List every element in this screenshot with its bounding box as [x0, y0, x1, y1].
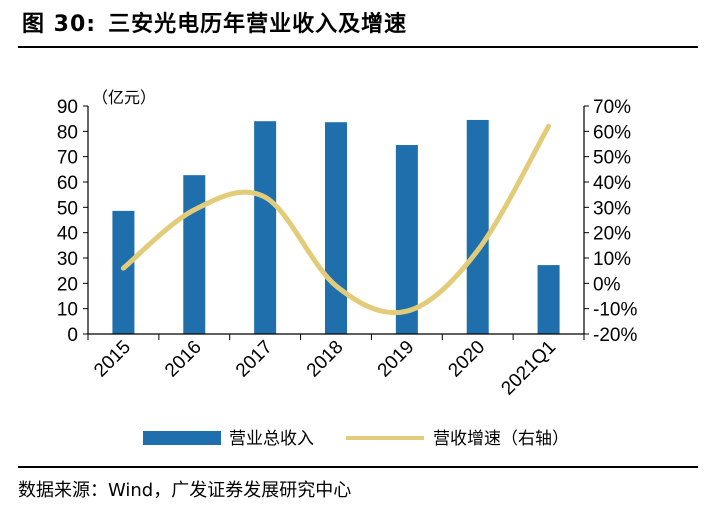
- legend-label-growth: 营收增速（右轴）: [433, 429, 569, 449]
- x-tick-label: 2015: [90, 337, 135, 382]
- y-right-tick-label: 40%: [593, 173, 631, 194]
- revenue-bar: [466, 119, 489, 334]
- y-left-tick-label: 90: [57, 97, 78, 118]
- figure-number: 图 30:: [22, 12, 97, 37]
- y-right-tick-label: 30%: [593, 198, 631, 219]
- y-right-tick-label: 20%: [593, 224, 631, 245]
- y-right-tick-label: 0%: [593, 274, 621, 295]
- revenue-bar: [395, 145, 418, 334]
- y-left-tick-label: 0: [67, 325, 78, 346]
- y-left-tick-label: 50: [57, 198, 78, 219]
- y-left-tick-label: 20: [57, 274, 78, 295]
- y-right-tick-label: 60%: [593, 122, 631, 143]
- line-series: [120, 123, 552, 316]
- y-left-axis: 0 10 20 30 40 50 60 70 80 90: [57, 97, 89, 346]
- y-left-tick-label: 10: [57, 300, 78, 321]
- x-tick-label: 2020: [445, 337, 490, 382]
- x-tick-label: 2017: [232, 337, 277, 382]
- bottom-rule: [18, 466, 698, 468]
- x-tick-label: 2016: [161, 337, 206, 382]
- x-tick-label: 2019: [374, 337, 419, 382]
- revenue-bar: [537, 265, 560, 334]
- y-right-tick-label: 10%: [593, 249, 631, 270]
- x-tick-label: 2018: [303, 337, 348, 382]
- top-rule: [18, 46, 698, 48]
- revenue-bar: [254, 121, 277, 334]
- figure-title-text: 三安光电历年营业收入及增速: [108, 12, 408, 37]
- legend-label-revenue: 营业总收入: [229, 429, 314, 449]
- y-left-tick-label: 80: [57, 122, 78, 143]
- legend-swatch-revenue: [143, 431, 221, 445]
- figure-title: 图 30: 三安光电历年营业收入及增速: [22, 6, 407, 38]
- y-right-tick-label: 70%: [593, 97, 631, 118]
- source-note: 数据来源：Wind，广发证券发展研究中心: [18, 480, 352, 501]
- revenue-bar: [183, 175, 206, 334]
- y-left-tick-label: 70: [57, 148, 78, 169]
- y-left-tick-label: 30: [57, 249, 78, 270]
- y-right-tick-label: 50%: [593, 148, 631, 169]
- y-right-tick-label: -20%: [593, 325, 637, 346]
- revenue-bar: [112, 210, 135, 334]
- y-left-tick-label: 60: [57, 173, 78, 194]
- y-left-unit-label: （亿元）: [92, 88, 156, 107]
- legend: 营业总收入 营收增速（右轴）: [143, 429, 569, 449]
- revenue-bar: [325, 122, 347, 334]
- y-right-axis: -20% -10% 0% 10% 20% 30% 40% 50% 60% 70%: [583, 97, 637, 346]
- y-right-tick-label: -10%: [593, 300, 637, 321]
- x-axis: 2015 2016 2017 2018 2019 2020 2021Q1: [87, 333, 585, 400]
- x-tick-label: 2021Q1: [497, 337, 560, 400]
- y-left-tick-label: 40: [57, 224, 78, 245]
